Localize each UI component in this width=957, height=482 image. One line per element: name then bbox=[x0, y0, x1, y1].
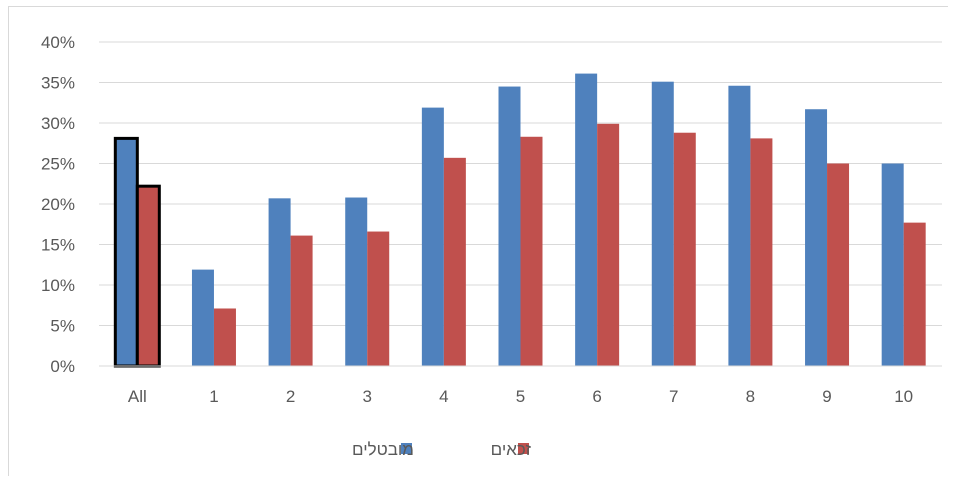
x-tick-label: 2 bbox=[286, 387, 295, 406]
bar-unemployed-9 bbox=[805, 109, 828, 366]
bar-eligible-All bbox=[135, 184, 161, 368]
bars bbox=[113, 73, 926, 368]
bar-unemployed-All bbox=[113, 136, 139, 368]
bar-unemployed-3 bbox=[345, 197, 368, 366]
y-tick-label: 35% bbox=[41, 74, 75, 93]
bar-eligible-1 bbox=[213, 308, 236, 366]
y-tick-label: 20% bbox=[41, 195, 75, 214]
bar-eligible-3 bbox=[367, 231, 390, 366]
bar-unemployed-2 bbox=[268, 198, 291, 366]
bar-unemployed-4 bbox=[421, 107, 444, 367]
y-tick-label: 15% bbox=[41, 236, 75, 255]
x-tick-label: 8 bbox=[746, 387, 755, 406]
x-tick-label: 9 bbox=[822, 387, 831, 406]
bar-unemployed-10 bbox=[881, 163, 904, 366]
bar-unemployed-6 bbox=[575, 73, 598, 366]
y-tick-label: 30% bbox=[41, 114, 75, 133]
legend: מובטלים זכאים bbox=[352, 440, 531, 459]
x-tick-label: 5 bbox=[516, 387, 525, 406]
legend-label-eligible: זכאים bbox=[491, 440, 532, 459]
chart-frame bbox=[8, 6, 948, 476]
bar-eligible-2 bbox=[290, 235, 313, 366]
x-tick-label: 6 bbox=[592, 387, 601, 406]
legend-swatch-eligible bbox=[518, 443, 529, 454]
x-tick-label: 10 bbox=[894, 387, 913, 406]
x-tick-label: 7 bbox=[669, 387, 678, 406]
y-tick-label: 0% bbox=[50, 357, 75, 376]
y-tick-label: 25% bbox=[41, 155, 75, 174]
bar-eligible-7 bbox=[673, 132, 696, 366]
x-tick-label: 4 bbox=[439, 387, 448, 406]
bar-unemployed-7 bbox=[651, 81, 674, 366]
bar-eligible-9 bbox=[827, 163, 850, 366]
legend-swatch-unemployed bbox=[401, 443, 412, 454]
x-axis-ticks: All 1 2 3 4 5 6 7 8 9 10 bbox=[128, 387, 913, 406]
bar-eligible-6 bbox=[597, 123, 620, 366]
x-tick-label: 1 bbox=[209, 387, 218, 406]
y-tick-label: 5% bbox=[50, 317, 75, 336]
bar-unemployed-1 bbox=[191, 269, 214, 366]
legend-label-unemployed: מובטלים bbox=[352, 440, 414, 459]
x-tick-label: 3 bbox=[362, 387, 371, 406]
bar-eligible-4 bbox=[443, 157, 466, 366]
bar-eligible-8 bbox=[750, 138, 773, 366]
y-tick-label: 10% bbox=[41, 276, 75, 295]
bar-unemployed-5 bbox=[498, 86, 521, 367]
bar-eligible-10 bbox=[903, 222, 926, 366]
bar-eligible-5 bbox=[520, 136, 543, 366]
y-tick-label: 40% bbox=[41, 33, 75, 52]
bar-unemployed-8 bbox=[728, 85, 751, 367]
x-tick-label: All bbox=[128, 387, 147, 406]
y-axis-ticks: 0% 5% 10% 15% 20% 25% 30% 35% 40% bbox=[41, 33, 75, 376]
